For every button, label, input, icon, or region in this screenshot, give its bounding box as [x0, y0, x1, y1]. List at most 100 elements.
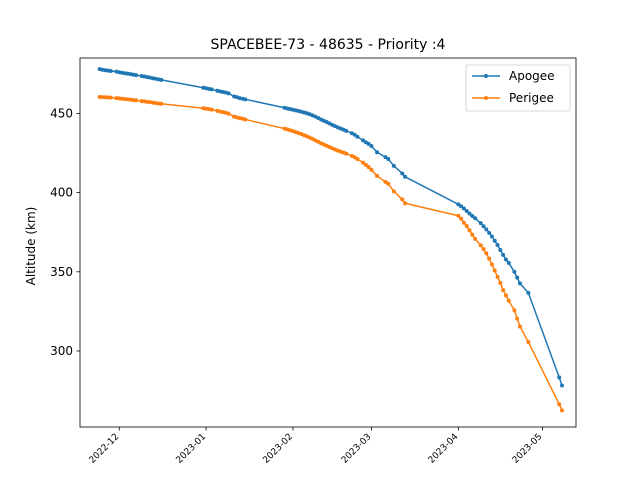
- perigee-point: [461, 220, 466, 225]
- perigee-point: [363, 162, 368, 167]
- perigee-point: [459, 216, 464, 221]
- perigee-point: [226, 111, 231, 116]
- apogee-point: [492, 238, 497, 243]
- perigee-point: [375, 173, 380, 178]
- apogee-point: [108, 68, 113, 73]
- perigee-point: [108, 95, 113, 100]
- apogee-point: [515, 275, 520, 280]
- perigee-point: [383, 179, 388, 184]
- perigee-point: [481, 247, 486, 252]
- apogee-point: [456, 202, 461, 207]
- perigee-point: [243, 117, 248, 122]
- apogee-point: [461, 206, 466, 211]
- apogee-point: [209, 87, 214, 92]
- axes-frame: [79, 57, 577, 428]
- perigee-point: [478, 243, 483, 248]
- perigee-point: [515, 316, 520, 321]
- apogee-point: [503, 257, 508, 262]
- legend-marker-apogee: [484, 74, 488, 78]
- y-tick-label: 350: [50, 265, 73, 279]
- apogee-point: [366, 141, 371, 146]
- perigee-point: [501, 288, 506, 293]
- legend-label-perigee: Perigee: [509, 91, 554, 105]
- perigee-point: [386, 181, 391, 186]
- legend: Apogee Perigee: [465, 64, 571, 112]
- apogee-point: [526, 290, 531, 295]
- y-tick-label: 400: [50, 186, 73, 200]
- perigee-point: [512, 308, 517, 313]
- perigee-point: [559, 408, 564, 413]
- apogee-point: [501, 252, 506, 257]
- apogee-point: [464, 208, 469, 213]
- apogee-point: [352, 132, 357, 137]
- apogee-point: [473, 216, 478, 221]
- apogee-point: [344, 128, 349, 133]
- perigee-point: [209, 107, 214, 112]
- apogee-point: [487, 230, 492, 235]
- perigee-point: [355, 157, 360, 162]
- legend-marker-perigee: [484, 96, 488, 100]
- apogee-point: [512, 269, 517, 274]
- y-axis-label: Altitude (km): [24, 207, 38, 286]
- perigee-point: [503, 293, 508, 298]
- apogee-point: [391, 163, 396, 168]
- perigee-point: [492, 268, 497, 273]
- apogee-point: [375, 150, 380, 155]
- apogee-point: [243, 97, 248, 102]
- apogee-point: [470, 214, 475, 219]
- perigee-point: [484, 251, 489, 256]
- apogee-point: [478, 221, 483, 226]
- perigee-point: [557, 402, 562, 407]
- perigee-point: [487, 256, 492, 261]
- perigee-point: [470, 232, 475, 237]
- perigee-point: [159, 101, 164, 106]
- apogee-point: [489, 234, 494, 239]
- perigee-series: [97, 94, 564, 413]
- y-tick-label: 300: [50, 344, 73, 358]
- apogee-point: [386, 157, 391, 162]
- apogee-point: [369, 144, 374, 149]
- perigee-point: [366, 165, 371, 170]
- y-tick-label: 450: [50, 106, 73, 120]
- apogee-series: [97, 67, 564, 388]
- chart-title: SPACEBEE-73 - 48635 - Priority :4: [211, 37, 446, 53]
- apogee-point: [159, 77, 164, 82]
- apogee-point: [403, 174, 408, 179]
- perigee-point: [403, 201, 408, 206]
- apogee-point: [481, 224, 486, 229]
- apogee-point: [355, 134, 360, 139]
- apogee-point: [484, 227, 489, 232]
- perigee-point: [495, 274, 500, 279]
- apogee-point: [383, 155, 388, 160]
- apogee-point: [517, 281, 522, 286]
- perigee-point: [361, 160, 366, 165]
- perigee-point: [473, 236, 478, 241]
- apogee-point: [557, 375, 562, 380]
- apogee-point: [134, 73, 139, 78]
- legend-label-apogee: Apogee: [509, 69, 555, 83]
- perigee-point: [456, 213, 461, 218]
- apogee-point: [506, 260, 511, 265]
- plot-area: [97, 67, 564, 413]
- perigee-point: [467, 228, 472, 233]
- apogee-point: [459, 204, 464, 209]
- apogee-point: [400, 171, 405, 176]
- apogee-point: [226, 91, 231, 96]
- apogee-point: [498, 247, 503, 252]
- perigee-point: [134, 98, 139, 103]
- apogee-point: [559, 383, 564, 388]
- perigee-point: [506, 298, 511, 303]
- perigee-point: [489, 262, 494, 267]
- perigee-point: [344, 151, 349, 156]
- perigee-point: [498, 280, 503, 285]
- perigee-point: [464, 224, 469, 229]
- perigee-point: [526, 339, 531, 344]
- perigee-point: [391, 189, 396, 194]
- perigee-point: [400, 197, 405, 202]
- apogee-point: [361, 138, 366, 143]
- apogee-point: [467, 211, 472, 216]
- perigee-point: [517, 324, 522, 329]
- perigee-point: [369, 167, 374, 172]
- apogee-point: [495, 243, 500, 248]
